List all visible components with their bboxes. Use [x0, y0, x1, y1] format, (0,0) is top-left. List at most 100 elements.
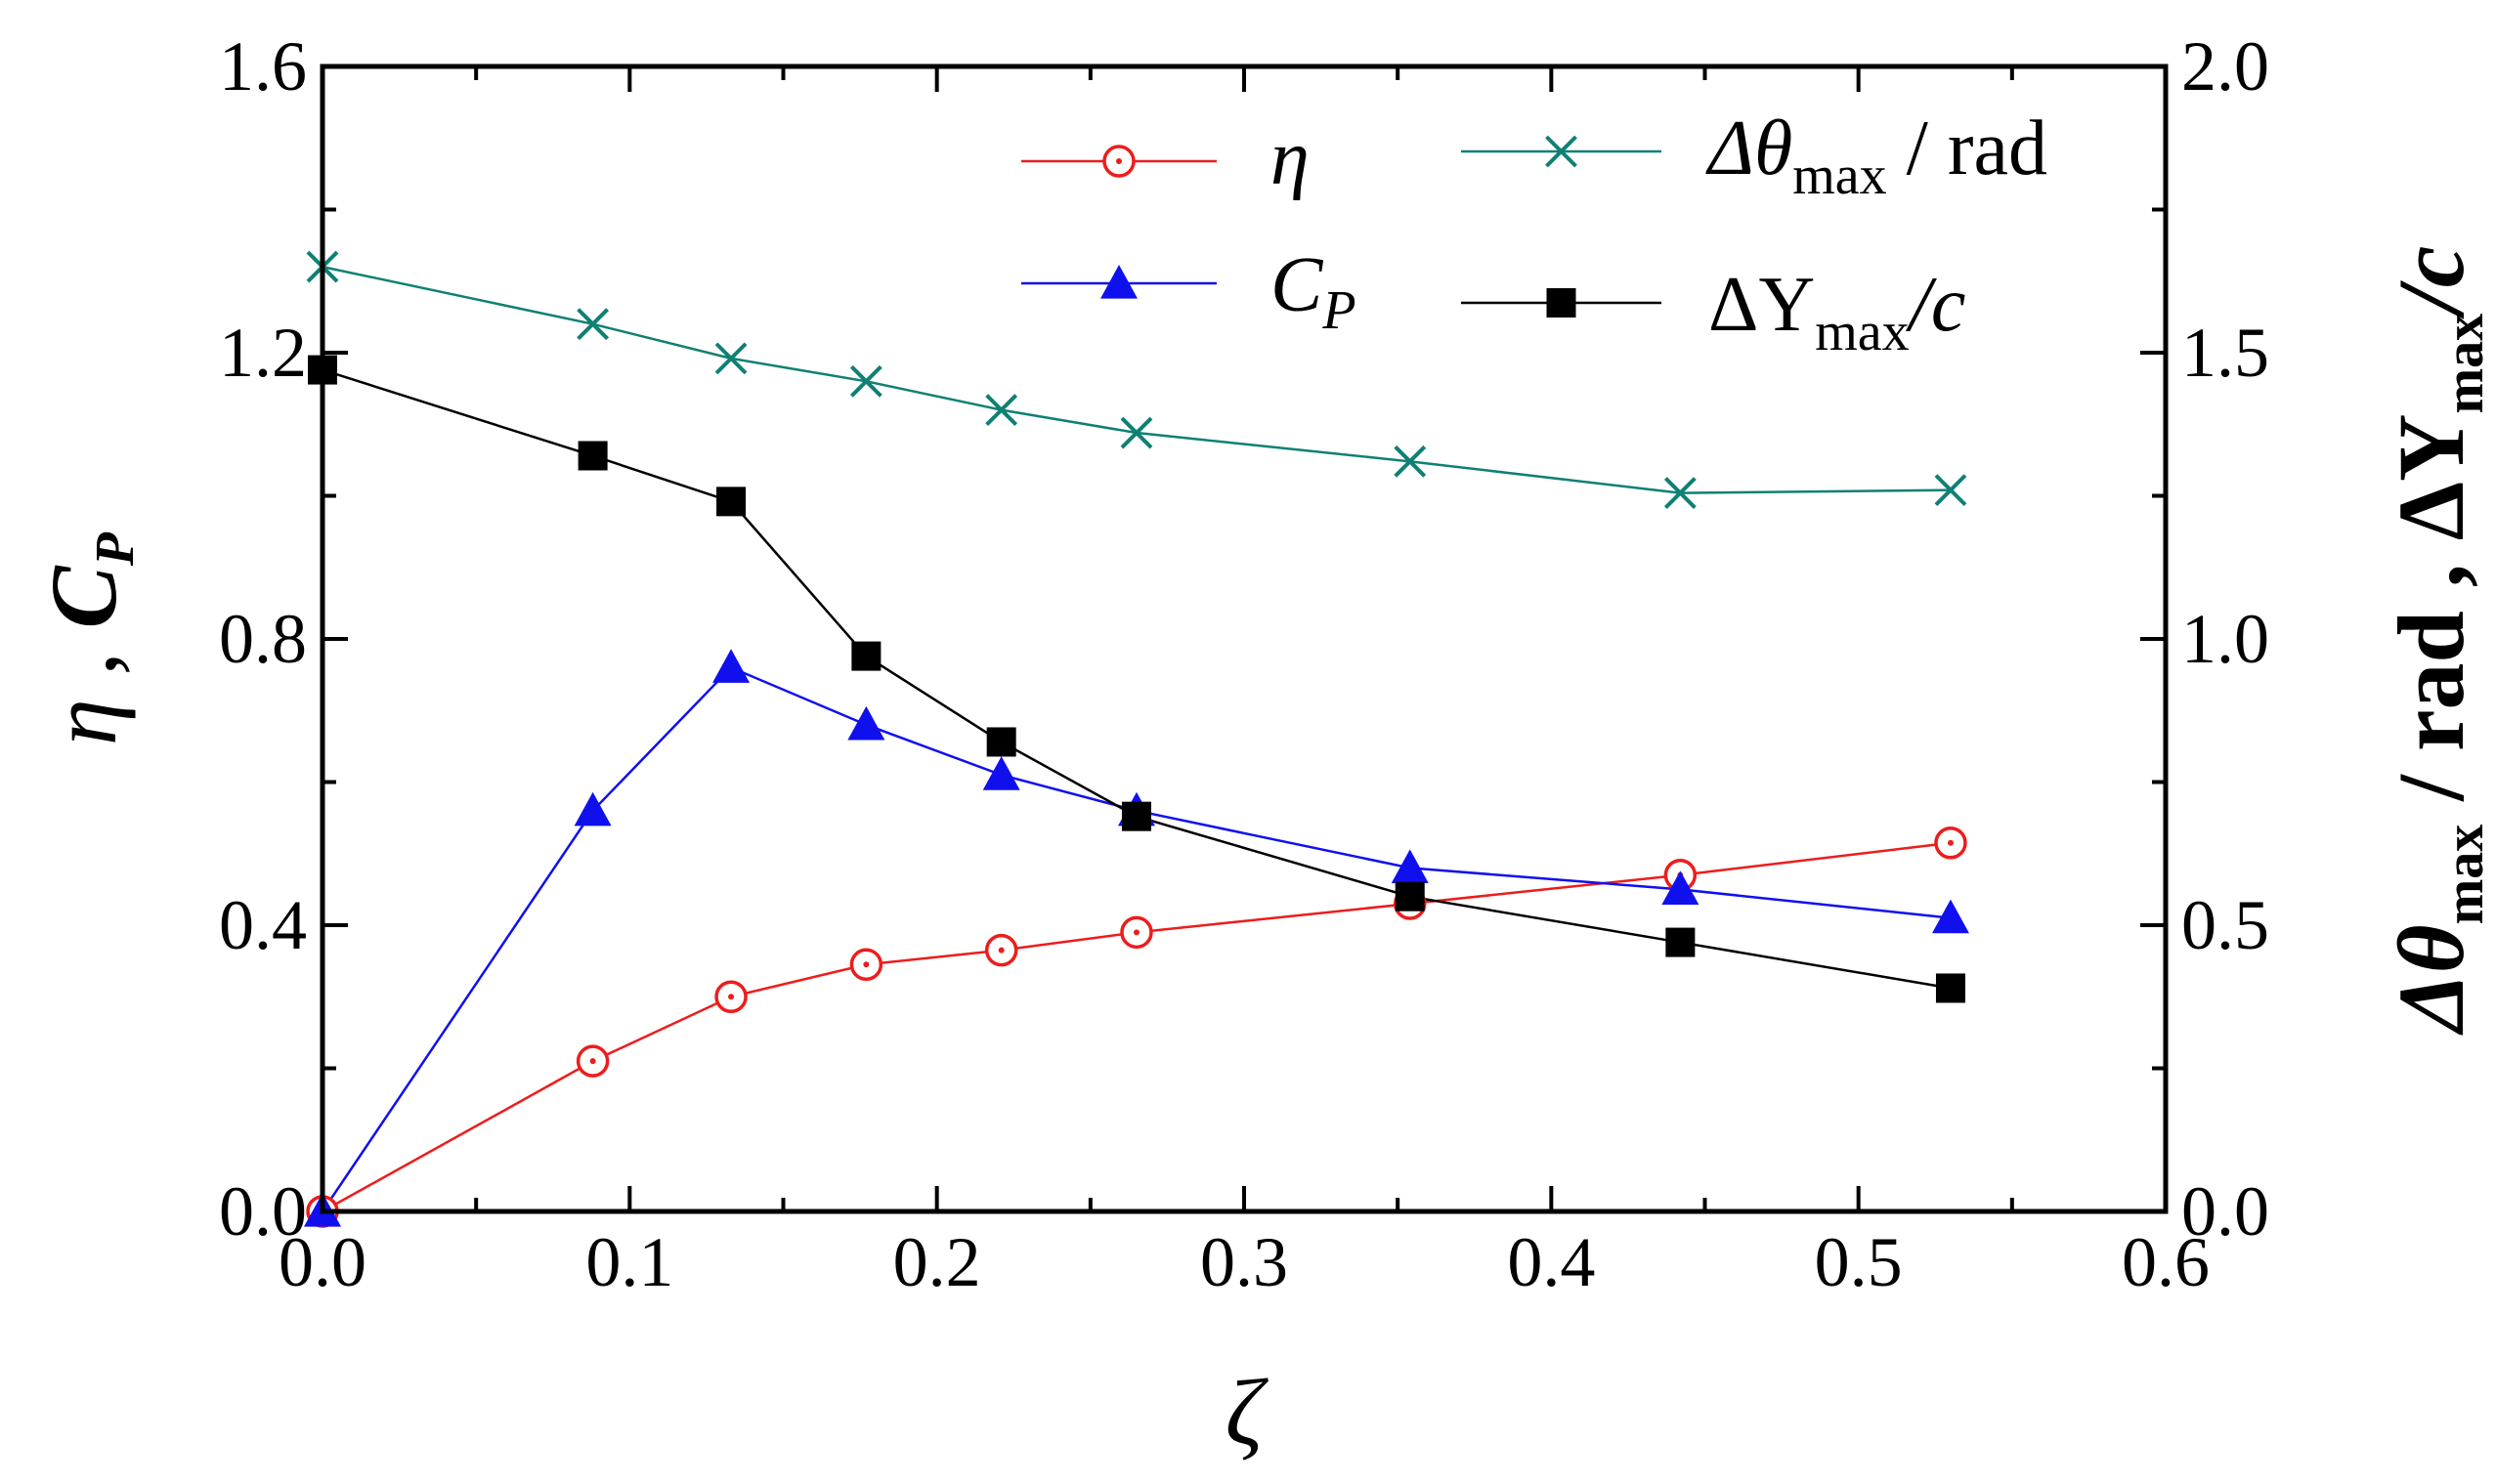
y-right-tick-label: 0.5 — [2181, 886, 2269, 964]
point-cp-3 — [847, 705, 885, 741]
point-dtheta-5 — [1120, 416, 1153, 449]
point-cp-3-shape — [847, 705, 885, 741]
legend-marker-cp-shape — [1100, 265, 1138, 299]
axis-ticks — [321, 64, 2168, 1213]
point-dy-4-shape — [986, 727, 1016, 757]
point-eta-1-dot — [589, 1058, 596, 1065]
legend-symbol-dy — [1461, 288, 1661, 318]
point-dtheta-1-stroke2 — [577, 308, 610, 341]
plot-frame — [320, 64, 2169, 1214]
point-cp-1-shape — [574, 791, 612, 827]
legend-label-dtheta: Δθmax / rad — [1705, 106, 2047, 206]
point-cp-6-shape — [1391, 849, 1429, 883]
series-markers — [304, 250, 1969, 1228]
legend-label-eta: η — [1270, 115, 1310, 201]
point-dtheta-8 — [1934, 474, 1967, 507]
point-dy-7-shape — [1665, 927, 1696, 957]
point-eta-8-dot — [1947, 839, 1954, 846]
y-left-title-cp: C — [31, 565, 136, 628]
legend-label-cp: CP — [1270, 242, 1356, 341]
point-eta-5 — [1120, 915, 1153, 950]
point-dtheta-6 — [1394, 445, 1427, 478]
y-right-title-dy: ΔY — [2379, 414, 2483, 541]
y-left-tick-label: 1.6 — [219, 27, 307, 106]
point-dy-1 — [578, 441, 608, 471]
point-eta-4 — [984, 933, 1018, 967]
y-right-tick-label: 2.0 — [2181, 27, 2269, 106]
point-eta-8 — [1934, 827, 1967, 860]
point-cp-7-shape — [1661, 870, 1699, 905]
legend: η CP Δθmax / rad ΔYmax/c — [1021, 106, 2047, 362]
point-cp-2 — [712, 649, 751, 683]
y-right-title-dtheta-unit: / rad — [2379, 611, 2483, 825]
point-eta-2-dot — [728, 994, 735, 1000]
series-line-dy — [322, 368, 1952, 990]
x-tick-label: 0.0 — [279, 1223, 366, 1301]
legend-item-dy: ΔYmax/c — [1461, 262, 1965, 362]
point-cp-4-shape — [982, 756, 1020, 790]
point-dtheta-5-stroke2 — [1120, 416, 1153, 449]
legend-symbol-dtheta — [1461, 135, 1661, 168]
point-dy-6-shape — [1395, 881, 1425, 912]
point-eta-2 — [714, 980, 748, 1013]
point-dtheta-2-stroke2 — [714, 342, 748, 375]
point-eta-4-dot — [998, 947, 1005, 954]
point-dtheta-7 — [1663, 477, 1697, 509]
point-eta-5-dot — [1133, 929, 1140, 936]
point-dy-7 — [1665, 927, 1696, 957]
y-right-title-sep: , — [2379, 540, 2483, 611]
legend-label-cp-sub: P — [1321, 280, 1355, 341]
x-axis-title: ζ — [1226, 1360, 1269, 1464]
legend-label-dy-sub: max — [1815, 302, 1909, 362]
point-eta-1 — [576, 1044, 610, 1078]
series-line-dtheta — [322, 265, 1951, 494]
point-cp-7 — [1661, 870, 1699, 905]
x-tick-label: 0.1 — [585, 1223, 673, 1301]
legend-item-eta: η — [1021, 115, 1310, 201]
point-dtheta-1 — [577, 308, 610, 341]
point-dtheta-7-stroke2 — [1663, 477, 1697, 509]
tick-labels: 0.0 0.1 0.2 0.3 0.4 0.5 0.60.00.40.81.21.60.00… — [219, 27, 2269, 1301]
point-cp-4 — [982, 756, 1020, 790]
legend-item-dtheta: Δθmax / rad — [1461, 106, 2047, 206]
y-right-axis-title: Δθmax / rad , ΔYmax/c — [2379, 246, 2495, 1037]
point-dy-1-shape — [578, 441, 608, 471]
point-dtheta-2 — [714, 342, 748, 375]
legend-marker-dy — [1546, 288, 1576, 318]
point-cp-8 — [1931, 899, 1969, 934]
point-dy-8-shape — [1935, 973, 1965, 1003]
point-dtheta-4-stroke2 — [985, 394, 1018, 427]
point-dy-4 — [986, 727, 1016, 757]
legend-marker-dtheta — [1545, 135, 1577, 168]
point-cp-1 — [574, 791, 612, 827]
point-dtheta-8-stroke2 — [1934, 474, 1967, 507]
legend-marker-eta — [1102, 145, 1136, 178]
point-dy-8 — [1935, 973, 1965, 1003]
y-left-title-sep: , — [31, 628, 136, 699]
y-right-tick-label: 0.0 — [2181, 1172, 2269, 1251]
point-dtheta-4 — [985, 394, 1018, 427]
y-right-title-dy-rest: /c — [2379, 246, 2483, 319]
y-right-tick-label: 1.5 — [2181, 314, 2269, 392]
y-left-axis-title: η , CP — [31, 531, 146, 745]
point-dy-3 — [851, 641, 882, 671]
point-eta-3-dot — [863, 961, 870, 968]
legend-marker-dy-shape — [1546, 288, 1576, 318]
x-tick-label: 0.6 — [2122, 1223, 2210, 1301]
legend-label-dy-main: ΔY — [1708, 262, 1815, 348]
legend-symbol-cp — [1021, 265, 1217, 299]
y-left-tick-label: 0.4 — [219, 886, 307, 964]
point-cp-6 — [1391, 849, 1429, 883]
point-dy-5 — [1121, 801, 1151, 831]
x-tick-label: 0.5 — [1815, 1223, 1903, 1301]
x-tick-label: 0.2 — [893, 1223, 981, 1301]
point-dy-3-shape — [851, 641, 882, 671]
y-left-title-eta: η — [31, 699, 136, 745]
point-eta-3 — [849, 948, 883, 982]
y-right-title-dy-sub: max — [2434, 314, 2495, 414]
series-lines — [321, 265, 1952, 1213]
y-left-tick-label: 1.2 — [219, 314, 307, 392]
point-cp-8-shape — [1931, 899, 1969, 934]
point-dy-2 — [716, 487, 747, 517]
